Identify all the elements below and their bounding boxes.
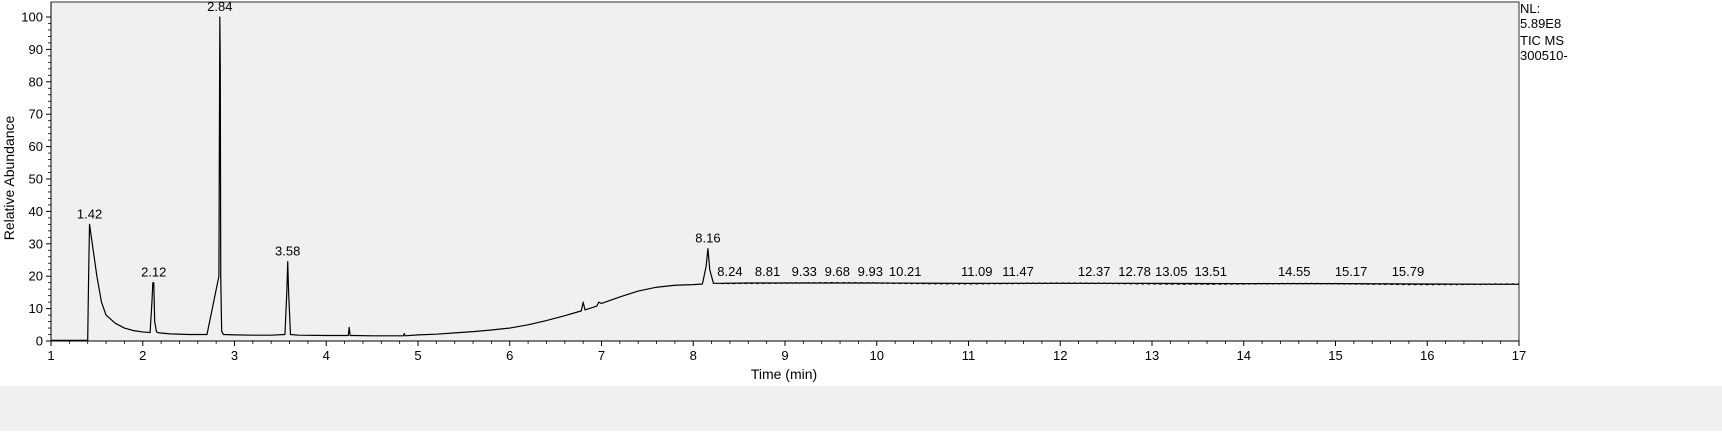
y-tick-label-6: 60 xyxy=(29,139,43,154)
x-tick-label-5: 6 xyxy=(506,348,513,363)
x-tick-label-3: 4 xyxy=(323,348,330,363)
y-tick-label-9: 90 xyxy=(29,42,43,57)
peak-label-11-09: 11.09 xyxy=(961,264,993,279)
y-tick-label-2: 20 xyxy=(29,269,43,284)
y-axis-title: Relative Abundance xyxy=(1,116,17,241)
peak-label-2-84: 2.84 xyxy=(207,0,232,14)
y-tick-label-4: 40 xyxy=(29,204,43,219)
info-file-name: 300510- xyxy=(1520,48,1568,63)
peak-label-15-17: 15.17 xyxy=(1335,264,1368,279)
baseline-noise-0 xyxy=(720,281,1520,286)
x-tick-label-0: 1 xyxy=(47,348,54,363)
peak-label-8-81: 8.81 xyxy=(755,264,780,279)
y-tick-label-8: 80 xyxy=(29,74,43,89)
info-nl-label: NL: xyxy=(1520,1,1540,16)
x-tick-label-10: 11 xyxy=(962,348,976,363)
y-tick-label-1: 10 xyxy=(29,301,43,316)
peak-label-15-79: 15.79 xyxy=(1392,264,1425,279)
bottom-band xyxy=(0,386,1722,431)
x-tick-label-9: 10 xyxy=(870,348,884,363)
x-tick-label-16: 17 xyxy=(1512,348,1526,363)
peak-label-13-05: 13.05 xyxy=(1155,264,1188,279)
peak-label-13-51: 13.51 xyxy=(1194,264,1227,279)
peak-label-9-33: 9.33 xyxy=(792,264,817,279)
peak-label-8-24: 8.24 xyxy=(717,264,742,279)
peak-label-12-78: 12.78 xyxy=(1118,264,1151,279)
y-tick-label-3: 30 xyxy=(29,236,43,251)
info-scan-type: TIC MS xyxy=(1520,33,1564,48)
trace-layer xyxy=(51,16,1520,341)
info-nl-value: 5.89E8 xyxy=(1520,16,1561,31)
y-tick-label-5: 50 xyxy=(29,172,43,187)
peak-label-2-12: 2.12 xyxy=(141,265,166,280)
peak-label-3-58: 3.58 xyxy=(275,244,300,259)
plot-area xyxy=(50,1,1520,342)
x-tick-label-2: 3 xyxy=(231,348,238,363)
x-tick-label-8: 9 xyxy=(781,348,788,363)
x-tick-label-4: 5 xyxy=(414,348,421,363)
x-tick-label-11: 12 xyxy=(1053,348,1067,363)
x-tick-label-1: 2 xyxy=(139,348,146,363)
info-block: NL: 5.89E8 TIC MS 300510- xyxy=(1520,1,1568,63)
tic-trace-0 xyxy=(51,16,1520,341)
x-tick-label-15: 16 xyxy=(1420,348,1434,363)
peak-label-10-21: 10.21 xyxy=(889,264,922,279)
peak-label-12-37: 12.37 xyxy=(1078,264,1111,279)
y-tick-label-7: 70 xyxy=(29,107,43,122)
peak-label-8-16: 8.16 xyxy=(695,231,720,246)
peak-label-1-42: 1.42 xyxy=(77,206,102,221)
y-tick-label-0: 0 xyxy=(36,334,43,349)
x-tick-label-6: 7 xyxy=(598,348,605,363)
peak-label-9-93: 9.93 xyxy=(858,264,883,279)
x-axis-title: Time (min) xyxy=(751,366,817,382)
peak-label-11-47: 11.47 xyxy=(1002,264,1034,279)
x-tick-label-7: 8 xyxy=(690,348,697,363)
peak-labels-layer: 1.42 2.12 2.84 3.58 8.16 8.24 8.81 9.33 9.68 9.93… xyxy=(77,0,1424,280)
y-tick-label-10: 100 xyxy=(21,10,43,25)
peak-label-9-68: 9.68 xyxy=(825,264,850,279)
x-tick-label-13: 14 xyxy=(1237,348,1251,363)
x-tick-label-12: 13 xyxy=(1145,348,1159,363)
peak-label-14-55: 14.55 xyxy=(1278,264,1311,279)
x-tick-label-14: 15 xyxy=(1328,348,1342,363)
